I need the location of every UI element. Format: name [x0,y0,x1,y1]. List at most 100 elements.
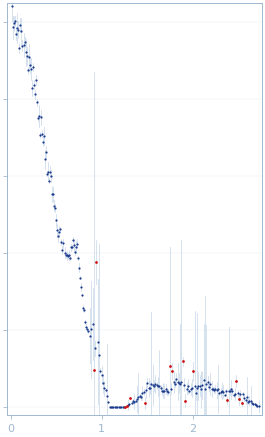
Point [49,173,53,180]
Point [20,42,25,49]
Point [156,383,160,390]
Point [242,395,246,402]
Point [39,114,43,121]
Point [15,24,20,31]
Point [77,264,81,271]
Point [97,351,101,358]
Point [241,391,245,398]
Point [187,388,191,395]
Point [29,65,33,72]
Point [222,391,227,398]
Point [33,90,37,97]
Point [237,396,241,403]
Point [118,404,122,411]
Point [117,404,121,411]
Point [16,26,20,33]
Point [50,191,54,198]
Point [21,41,26,48]
Point [134,397,138,404]
Point [130,399,134,406]
Point [107,403,112,410]
Point [42,132,46,139]
Point [110,404,114,411]
Point [103,387,108,394]
Point [111,404,116,411]
Point [240,399,244,406]
Point [18,21,23,28]
Point [246,398,250,405]
Point [250,399,254,406]
Point [211,385,215,392]
Point [85,325,89,332]
Point [80,292,84,299]
Point [126,402,130,409]
Point [238,390,242,397]
Point [26,54,31,61]
Point [195,384,199,391]
Point [10,2,14,9]
Point [55,227,59,234]
Point [105,392,109,399]
Point [113,404,117,411]
Point [157,382,161,389]
Point [154,382,159,389]
Point [230,388,235,395]
Point [114,404,118,411]
Point [47,177,51,184]
Point [48,168,52,175]
Point [245,393,249,400]
Point [76,255,80,262]
Point [115,404,120,411]
Point [233,391,237,398]
Point [12,20,16,27]
Point [253,400,257,407]
Point [69,244,73,251]
Point [198,382,202,389]
Point [169,385,173,392]
Point [84,324,88,331]
Point [31,63,35,70]
Point [142,388,146,395]
Point [53,205,58,212]
Point [194,389,198,396]
Point [160,387,164,394]
Point [34,76,38,83]
Point [100,372,104,379]
Point [119,404,123,411]
Point [226,388,231,395]
Point [40,130,44,137]
Point [220,387,224,394]
Point [251,401,255,408]
Point [82,307,86,314]
Point [204,380,208,387]
Point [46,168,50,175]
Point [147,384,151,391]
Point [228,388,232,395]
Point [162,388,167,395]
Point [179,378,184,385]
Point [79,284,83,291]
Point [131,397,135,404]
Point [247,397,251,404]
Point [90,320,95,327]
Point [43,156,47,163]
Point [70,244,74,251]
Point [28,62,32,69]
Point [217,390,222,397]
Point [101,380,105,387]
Point [188,385,193,392]
Point [44,148,48,155]
Point [184,385,189,392]
Point [224,388,228,395]
Point [127,401,131,408]
Point [61,240,66,247]
Point [86,327,90,334]
Point [190,384,194,391]
Point [32,81,36,88]
Point [202,377,206,384]
Point [23,38,27,45]
Point [96,338,100,345]
Point [139,393,143,400]
Point [165,388,169,395]
Point [255,402,259,409]
